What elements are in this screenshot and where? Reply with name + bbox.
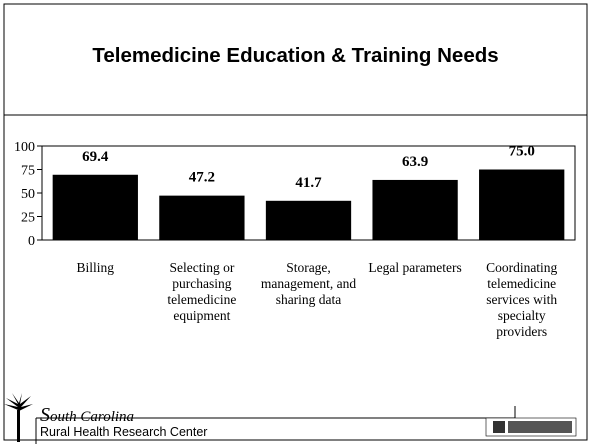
bar [265,200,352,240]
value-label: 63.9 [402,154,428,170]
bar [52,174,138,240]
y-tick-label: 0 [28,234,35,249]
y-tick-label: 25 [21,211,35,226]
slide-border [3,3,588,441]
value-label: 47.2 [189,170,215,186]
bar [479,169,565,240]
bar [159,195,245,240]
palm-logo [4,393,33,442]
x-tick-label: Coordinating telemedicine services with … [486,260,558,339]
x-tick-label: Legal parameters [368,260,462,275]
bar [372,179,458,240]
org-name: South Carolina [40,404,135,426]
university-logo [485,417,577,437]
value-label: 41.7 [295,175,322,191]
org-subtitle: Rural Health Research Center [40,425,208,439]
slide-title: Telemedicine Education & Training Needs [92,44,499,67]
value-label: 75.0 [509,144,535,160]
y-tick-label: 100 [14,140,35,155]
y-tick-label: 50 [21,187,35,202]
x-tick-label: Storage, management, and sharing data [260,260,357,307]
y-tick-label: 75 [21,164,35,179]
value-label: 69.4 [82,149,109,165]
x-tick-label: Selecting or purchasing telemedicine equ… [167,260,237,323]
x-tick-label: Billing [76,260,115,275]
